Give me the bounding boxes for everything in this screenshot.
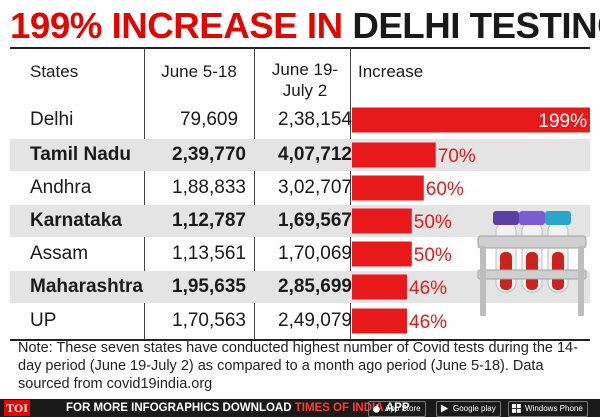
table-row: Karnataka 1,12,787 1,69,567 xyxy=(10,205,590,237)
windows-phone-badge[interactable]: Windows Phone xyxy=(508,401,588,417)
june-19-july-2-value: 2,49,079 xyxy=(278,310,352,331)
header-increase: Increase xyxy=(358,62,424,81)
state-name: Tamil Nadu xyxy=(30,144,131,165)
header-june-19-july-2: June 19- July 2 xyxy=(271,60,339,100)
june-19-july-2-value: 1,70,069 xyxy=(278,243,352,264)
google-play-label: Google play xyxy=(453,404,496,413)
column-divider xyxy=(144,47,145,339)
june-19-july-2-value: 2,38,154 xyxy=(278,109,352,130)
state-name: Karnataka xyxy=(30,210,122,231)
title-part-1: 199% INCREASE IN xyxy=(10,5,353,46)
june-5-18-value: 1,13,561 xyxy=(172,243,246,264)
june-19-july-2-value: 2,85,699 xyxy=(278,276,352,297)
table-row: Assam 1,13,561 1,70,069 xyxy=(10,238,590,270)
state-name: UP xyxy=(30,310,57,331)
table-row: UP 1,70,563 2,49,079 xyxy=(10,305,590,337)
footer-promo-white: FOR MORE INFOGRAPHICS DOWNLOAD xyxy=(66,402,295,414)
footer-promo-app: APP xyxy=(383,402,410,414)
footer-promo-brand: TIMES OF INDIA xyxy=(294,402,384,414)
app-store-badge[interactable]: App Store xyxy=(368,401,426,417)
june-19-july-2-value: 4,07,712 xyxy=(278,144,352,165)
footnote: Note: These seven states have conducted … xyxy=(18,340,578,392)
toi-logo: TOI xyxy=(4,400,30,416)
header-june-5-18: June 5-18 xyxy=(161,62,237,81)
table-row: Maharashtra 1,95,635 2,85,699 xyxy=(10,271,590,303)
footer-bar: TOI FOR MORE INFOGRAPHICS DOWNLOAD TIMES… xyxy=(0,399,600,417)
app-store-label: App Store xyxy=(385,404,421,413)
windows-icon xyxy=(512,404,521,413)
table-row: Delhi 79,609 2,38,154 xyxy=(10,104,590,136)
table-row: Tamil Nadu 2,39,770 4,07,712 xyxy=(10,139,590,171)
june-5-18-value: 1,95,635 xyxy=(172,276,246,297)
column-divider xyxy=(350,47,351,339)
june-5-18-value: 2,39,770 xyxy=(172,144,246,165)
june-5-18-value: 79,609 xyxy=(179,109,239,130)
june-19-july-2-value: 1,69,567 xyxy=(278,210,352,231)
windows-phone-label: Windows Phone xyxy=(525,404,583,413)
data-table-frame xyxy=(10,47,590,341)
footer-promo-text: FOR MORE INFOGRAPHICS DOWNLOAD TIMES OF … xyxy=(66,399,410,417)
state-name: Assam xyxy=(30,243,89,264)
column-divider xyxy=(254,47,255,339)
chart-title: 199% INCREASE IN DELHI TESTING xyxy=(10,4,600,48)
state-name: Andhra xyxy=(30,177,92,198)
state-name: Delhi xyxy=(30,109,74,130)
june-19-july-2-value: 3,02,707 xyxy=(278,177,352,198)
apple-icon xyxy=(373,404,380,413)
table-row: Andhra 1,88,833 3,02,707 xyxy=(10,172,590,204)
play-icon xyxy=(440,404,449,413)
title-part-2: DELHI TESTING xyxy=(352,5,600,46)
june-5-18-value: 1,12,787 xyxy=(172,210,246,231)
state-name: Maharashtra xyxy=(30,276,143,297)
header-states: States xyxy=(30,62,79,81)
google-play-badge[interactable]: Google play xyxy=(436,401,501,417)
june-5-18-value: 1,70,563 xyxy=(172,310,246,331)
june-5-18-value: 1,88,833 xyxy=(172,177,246,198)
